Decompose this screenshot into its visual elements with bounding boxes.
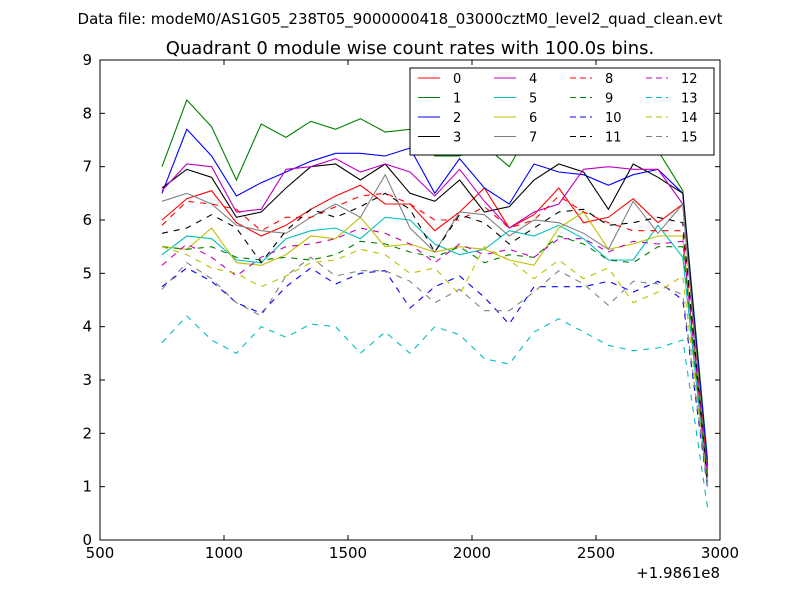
y-tick-label: 8 [82, 104, 92, 122]
series-line-13 [161, 315, 709, 509]
y-tick-label: 4 [82, 318, 92, 336]
legend-label-6: 6 [529, 111, 537, 126]
x-tick-label: 1500 [329, 544, 367, 562]
suptitle: Data file: modeM0/AS1G05_238T05_90000004… [78, 10, 723, 29]
y-tick-label: 7 [82, 158, 92, 176]
legend-label-12: 12 [681, 72, 698, 87]
chart-title: Quadrant 0 module wise count rates with … [166, 38, 655, 59]
legend-label-0: 0 [453, 72, 461, 87]
series-line-11 [161, 192, 709, 485]
y-tick-label: 5 [82, 264, 92, 282]
legend-label-5: 5 [529, 92, 537, 107]
legend-label-4: 4 [529, 72, 537, 87]
series-line-12 [161, 227, 709, 477]
x-offset-label: +1.9861e8 [636, 564, 720, 582]
y-tick-label: 2 [82, 424, 92, 442]
y-tick-label: 1 [82, 478, 92, 496]
legend-label-11: 11 [605, 131, 622, 146]
series-line-5 [161, 216, 709, 487]
series-line-9 [161, 235, 709, 482]
legend-label-3: 3 [453, 131, 461, 146]
legend-box [409, 67, 715, 156]
legend-label-7: 7 [529, 131, 537, 146]
plot-area: 500 1000 1500 2000 2500 30000123456789+1.9861… [82, 51, 739, 582]
series-line-3 [161, 163, 709, 477]
y-tick-label: 6 [82, 211, 92, 229]
x-tick-label: 3000 [701, 544, 739, 562]
legend-label-13: 13 [681, 92, 698, 107]
legend-label-1: 1 [453, 92, 461, 107]
x-tick-label: 500 [86, 544, 115, 562]
y-tick-label: 0 [82, 531, 92, 549]
legend-label-9: 9 [605, 92, 613, 107]
series-line-14 [161, 245, 709, 487]
series-line-0 [161, 184, 709, 471]
y-tick-label: 9 [82, 51, 92, 69]
axes-frame [99, 59, 721, 541]
x-tick-label: 2500 [577, 544, 615, 562]
x-tick-label: 1000 [205, 544, 243, 562]
series-line-10 [161, 267, 709, 490]
y-tick-label: 3 [82, 371, 92, 389]
series-line-8 [161, 192, 709, 471]
series-line-4 [161, 158, 709, 482]
legend-label-15: 15 [681, 131, 698, 146]
legend-label-8: 8 [605, 72, 613, 87]
legend-label-10: 10 [605, 111, 622, 126]
series-line-2 [161, 128, 709, 466]
legend-label-14: 14 [681, 111, 698, 126]
series-line-7 [161, 173, 709, 477]
legend-label-2: 2 [453, 111, 461, 126]
series-line-15 [161, 256, 709, 487]
x-tick-label: 2000 [453, 544, 491, 562]
